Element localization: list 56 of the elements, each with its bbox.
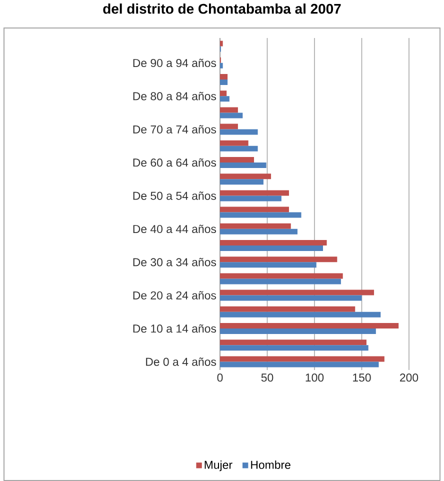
bar — [220, 190, 289, 196]
bar — [220, 90, 227, 96]
bar — [220, 256, 338, 262]
bar — [220, 112, 243, 118]
bar — [220, 212, 302, 218]
y-tick-label: De 0 a 4 años — [146, 358, 216, 366]
y-tick-label: De 30 a 34 años — [133, 258, 216, 266]
bar — [220, 228, 298, 234]
x-tick-label: 50 — [261, 374, 274, 382]
legend-label: Hombre — [251, 460, 290, 469]
chart-title: del distrito de Chontabamba al 2007 — [103, 4, 341, 14]
x-tick-label: 150 — [353, 374, 371, 382]
bar — [220, 80, 228, 85]
bar — [220, 322, 399, 328]
y-tick-label: De 50 a 54 años — [133, 192, 216, 200]
bar — [220, 240, 327, 246]
bar — [220, 206, 289, 212]
bar — [220, 140, 248, 146]
bar — [220, 162, 266, 168]
bar — [220, 196, 282, 202]
y-tick-label: De 20 a 24 años — [133, 291, 216, 300]
bar — [220, 40, 223, 46]
bar — [220, 312, 381, 318]
y-tick-label: De 80 a 84 años — [133, 92, 216, 100]
bar — [220, 223, 291, 229]
bar — [220, 345, 368, 351]
bar — [220, 262, 316, 268]
bar — [220, 290, 374, 296]
bar — [220, 62, 223, 68]
y-tick-label: De 90 a 94 años — [133, 58, 216, 68]
y-tick-label: De 40 a 44 años — [133, 224, 216, 234]
y-tick-label: De 70 a 74 años — [133, 125, 216, 134]
bar — [220, 278, 341, 284]
bar — [220, 124, 238, 130]
bar — [220, 74, 228, 80]
bar — [220, 129, 258, 135]
bar — [220, 273, 343, 279]
bar — [220, 245, 323, 251]
legend-label: Mujer — [204, 460, 232, 472]
bar — [220, 157, 254, 162]
y-tick-label: De 10 a 14 años — [133, 324, 216, 333]
bar — [220, 146, 258, 152]
bar — [220, 306, 356, 312]
bar — [220, 356, 384, 362]
bar — [220, 179, 264, 185]
x-tick-label: 0 — [217, 374, 223, 382]
bar — [220, 295, 362, 301]
bar — [220, 107, 238, 113]
bar — [220, 340, 366, 346]
bar — [220, 328, 376, 334]
bar — [220, 174, 272, 180]
y-tick-label: De 60 a 64 años — [133, 158, 216, 167]
x-tick-label: 100 — [306, 374, 324, 382]
bar — [220, 362, 379, 368]
x-tick-label: 200 — [400, 374, 418, 382]
bar — [220, 96, 230, 102]
